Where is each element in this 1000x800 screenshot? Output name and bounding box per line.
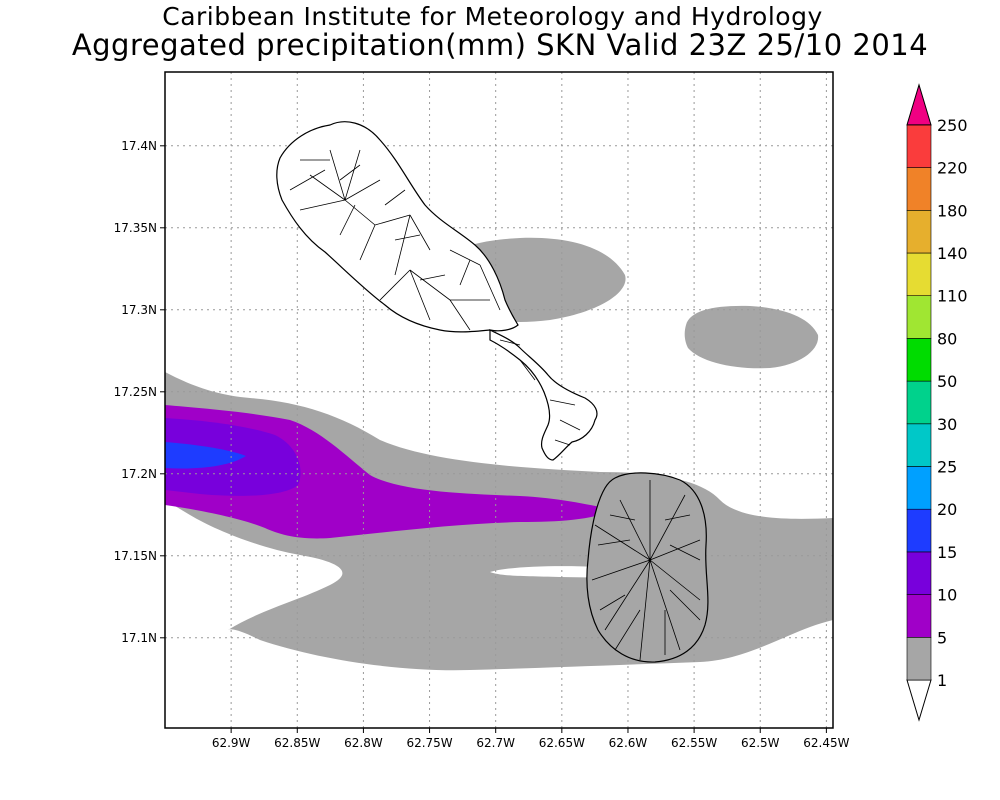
- lon-tick-label-0: 62.9W: [212, 736, 251, 750]
- colorbar-segment-30-50: [906, 380, 932, 425]
- colorbar-label-220: 220: [937, 159, 968, 178]
- colorbar-label-20: 20: [937, 500, 957, 519]
- latitude-ticks: 17.1N 17.15N 17.2N 17.25N 17.3N 17.35N 17.4N: [114, 139, 165, 645]
- colorbar-segment-20-25: [906, 466, 932, 510]
- colorbar-label-80: 80: [937, 329, 957, 348]
- title-line-1: Caribbean Institute for Meteorology and …: [162, 2, 823, 31]
- lon-tick-label-4: 62.7W: [476, 736, 515, 750]
- lat-tick-label-0: 17.1N: [121, 631, 157, 645]
- colorbar-label-15: 15: [937, 543, 957, 562]
- lon-tick-label-7: 62.55W: [671, 736, 717, 750]
- colorbar-label-140: 140: [937, 244, 968, 263]
- colorbar-segment-180-220: [906, 167, 932, 211]
- colorbar-label-250: 250: [937, 116, 968, 135]
- title-line-2: Aggregated precipitation(mm) SKN Valid 2…: [71, 28, 929, 62]
- island-nevis: [586, 472, 709, 663]
- lon-tick-label-9: 62.45W: [803, 736, 849, 750]
- colorbar-top-triangle: [906, 83, 932, 126]
- colorbar-label-50: 50: [937, 372, 957, 391]
- lon-tick-label-1: 62.85W: [274, 736, 320, 750]
- colorbar-label-10: 10: [937, 586, 957, 605]
- longitude-ticks: 62.9W 62.85W 62.8W 62.75W 62.7W 62.65W 62.6W 62…: [212, 728, 850, 750]
- lon-tick-label-8: 62.5W: [741, 736, 780, 750]
- island-st-kitts-peninsula: [489, 329, 598, 461]
- st-kitts-drainage: [289, 149, 581, 446]
- colorbar-label-1: 1: [937, 671, 947, 690]
- colorbar-segment-140-180: [906, 210, 932, 254]
- colorbar-segment-80-110: [906, 295, 932, 339]
- lon-tick-label-5: 62.65W: [539, 736, 585, 750]
- islands: [276, 121, 709, 663]
- lat-tick-label-4: 17.3N: [121, 303, 157, 317]
- lon-tick-label-2: 62.8W: [344, 736, 383, 750]
- colorbar-segment-10-15: [906, 551, 932, 595]
- colorbar-segment-15-20: [906, 508, 932, 553]
- colorbar-segment-50-80: [906, 338, 932, 382]
- colorbar-segment-5-10: [906, 594, 932, 638]
- colorbar-label-180: 180: [937, 201, 968, 220]
- lat-tick-label-6: 17.4N: [121, 139, 157, 153]
- colorbar-segment-110-140: [906, 252, 932, 297]
- lat-tick-label-5: 17.35N: [114, 221, 157, 235]
- lon-tick-label-6: 62.6W: [609, 736, 648, 750]
- nevis-drainage: [591, 480, 701, 661]
- lat-tick-label-3: 17.25N: [114, 385, 157, 399]
- map-panel: 62.9W 62.85W 62.8W 62.75W 62.7W 62.65W 62.6W 62…: [114, 71, 850, 750]
- colorbar-label-25: 25: [937, 458, 957, 477]
- colorbar-label-5: 5: [937, 628, 947, 647]
- colorbar-segment-25-30: [906, 423, 932, 467]
- lat-tick-label-2: 17.2N: [121, 467, 157, 481]
- rain-zone-15-20mm: [165, 442, 246, 469]
- colorbar-segment-220-250: [906, 124, 932, 168]
- colorbar-bottom-triangle: [906, 679, 932, 722]
- colorbar-label-30: 30: [937, 415, 957, 434]
- map-frame: [164, 71, 834, 729]
- colorbar-label-110: 110: [937, 287, 968, 306]
- colorbar-segment-1-5: [906, 636, 932, 681]
- rain-blob-east: [684, 305, 819, 369]
- lon-tick-label-3: 62.75W: [406, 736, 452, 750]
- lat-tick-label-1: 17.15N: [114, 549, 157, 563]
